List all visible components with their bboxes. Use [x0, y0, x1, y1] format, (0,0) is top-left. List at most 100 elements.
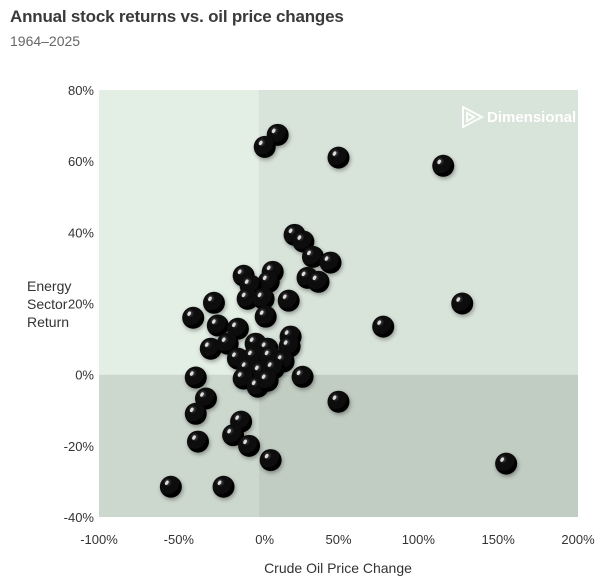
data-point-highlight [237, 372, 242, 377]
data-point [159, 475, 182, 498]
data-point [256, 369, 279, 392]
data-point-highlight [261, 374, 266, 379]
data-point-highlight [248, 350, 252, 356]
data-point-highlight [165, 480, 169, 485]
data-point [257, 270, 280, 293]
data-point [327, 390, 350, 413]
x-tick-label: -50% [164, 532, 195, 547]
data-point [199, 337, 222, 360]
data-point [184, 402, 207, 425]
data-point [319, 251, 342, 274]
data-point-highlight [241, 292, 246, 298]
data-point [238, 434, 261, 457]
y-axis-ticks: 80% 60% 40% 20% 0% -20% -40% [64, 83, 95, 525]
data-point-highlight [259, 310, 264, 315]
data-point-highlight [258, 140, 263, 146]
data-point-highlight [200, 392, 204, 397]
data-point [301, 245, 324, 268]
data-point [451, 292, 474, 315]
quadrant-bottom-right [258, 374, 578, 517]
data-point-highlight [284, 330, 289, 335]
data-point-highlight [204, 342, 209, 347]
y-axis-label: Energy Sector Return [27, 278, 71, 330]
data-point-highlight [332, 395, 337, 400]
logo-text: Dimensional [487, 109, 576, 126]
data-point-highlight [227, 428, 231, 434]
data-point [184, 366, 207, 389]
data-point-highlight [271, 128, 276, 134]
data-point-highlight [282, 294, 287, 299]
data-point-highlight [283, 340, 288, 345]
data-point [252, 287, 275, 310]
data-point-highlight [208, 296, 212, 302]
y-tick-label: 40% [68, 225, 94, 240]
data-point-highlight [437, 159, 442, 165]
data-point [254, 305, 277, 328]
y-tick-label: -40% [64, 510, 95, 525]
dimensional-logo-icon [462, 105, 485, 129]
data-point-highlight [192, 435, 196, 440]
data-point [236, 287, 259, 310]
quadrant-top-right [258, 90, 578, 375]
data-point [432, 154, 455, 177]
data-point [182, 306, 205, 329]
data-point-highlight [267, 362, 272, 367]
data-point-highlight [264, 453, 269, 459]
data-point [307, 270, 330, 293]
data-point-highlight [241, 362, 246, 367]
data-point [495, 452, 518, 475]
data-point [277, 289, 300, 312]
data-point-highlight [296, 370, 301, 376]
data-point [291, 365, 314, 388]
data-point-highlight [243, 439, 247, 445]
y-tick-label: 80% [68, 83, 94, 98]
data-point [186, 430, 209, 453]
data-point-highlight [257, 292, 262, 298]
data-point-highlight [211, 319, 216, 324]
data-point-highlight [288, 228, 293, 234]
data-point-highlight [266, 265, 271, 271]
data-point-highlight [232, 322, 236, 327]
data-point-highlight [235, 415, 239, 420]
data-point-highlight [264, 350, 269, 356]
data-point [212, 475, 235, 498]
data-point [222, 424, 245, 447]
x-tick-label: 200% [561, 532, 595, 547]
data-point-highlight [251, 380, 256, 385]
data-point-highlight [377, 320, 382, 325]
data-point-highlight [232, 352, 236, 357]
data-point-highlight [500, 457, 504, 462]
data-point-highlight [189, 371, 194, 376]
data-point [372, 315, 395, 338]
dimensional-logo: Dimensional [462, 105, 576, 129]
x-tick-label: 50% [325, 532, 351, 547]
data-point [202, 291, 225, 314]
x-tick-label: 150% [482, 532, 516, 547]
data-point-highlight [187, 311, 192, 316]
y-tick-label: -20% [64, 439, 95, 454]
x-tick-label: 100% [402, 532, 436, 547]
y-tick-label: 0% [75, 368, 94, 383]
data-points [159, 123, 518, 498]
data-point-highlight [277, 355, 282, 360]
data-point-highlight [262, 275, 267, 281]
data-point-highlight [324, 256, 329, 261]
data-point [327, 146, 350, 169]
y-tick-label: 60% [68, 154, 94, 169]
data-point-highlight [261, 342, 266, 347]
data-point-highlight [244, 279, 249, 284]
x-axis-ticks: -100% -50% 0% 50% 100% 150% 200% [80, 532, 595, 547]
data-point-highlight [217, 480, 222, 485]
data-point-highlight [312, 275, 317, 281]
data-point-highlight [307, 250, 311, 256]
y-tick-label: 20% [68, 297, 94, 312]
data-point [253, 135, 276, 158]
y-axis-label-line: Sector [27, 296, 68, 312]
x-tick-label: -100% [80, 532, 118, 547]
data-point-highlight [249, 337, 254, 342]
data-point-highlight [237, 269, 242, 274]
data-point-highlight [189, 407, 194, 413]
data-point-highlight [297, 235, 302, 240]
data-point-highlight [332, 151, 337, 156]
